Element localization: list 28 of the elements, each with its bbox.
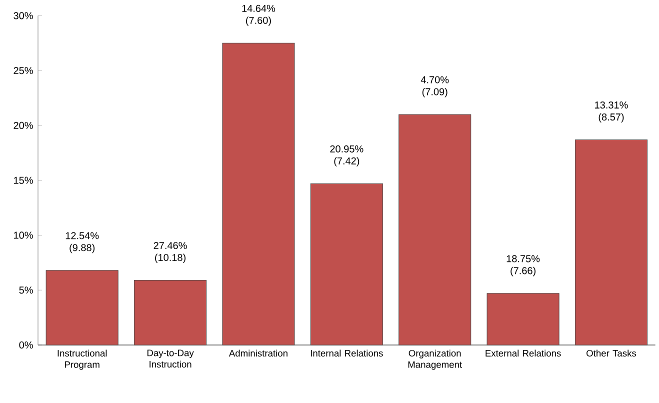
- y-tick-label: 20%: [14, 122, 33, 129]
- bar: [222, 42, 295, 346]
- x-tick-label: Internal Relations: [310, 350, 383, 357]
- annotation: 4.70% (7.09): [420, 76, 449, 98]
- bar: [310, 183, 383, 346]
- x-tick-label: Instructional Program: [58, 350, 107, 370]
- y-tick-label: 0%: [19, 341, 33, 349]
- annotation: 12.54% (9.88): [66, 232, 99, 254]
- bar: [46, 270, 118, 346]
- x-tick-label: Day-to-Day Instruction: [147, 350, 194, 368]
- annotation: 18.75% (7.66): [506, 255, 540, 276]
- annotation: 14.64% (7.60): [242, 4, 276, 26]
- y-tick-label: 15%: [14, 176, 33, 184]
- annotation: 27.46% (10.18): [154, 242, 187, 264]
- annotation: 20.95% (7.42): [330, 145, 364, 166]
- bar: [574, 139, 648, 346]
- x-tick-label: External Relations: [486, 350, 561, 357]
- bar: [134, 280, 207, 346]
- y-tick-label: 30%: [14, 12, 33, 20]
- bar: [398, 114, 472, 346]
- y-tick-label: 5%: [19, 286, 33, 294]
- bar: [486, 293, 560, 346]
- y-tick-label: 25%: [14, 67, 33, 74]
- y-tick-label: 10%: [14, 232, 33, 239]
- x-tick-label: Other Tasks: [586, 350, 636, 357]
- x-tick-label: Organization Management: [408, 350, 462, 370]
- x-tick-label: Administration: [228, 350, 288, 357]
- annotation: 13.31% (8.57): [595, 101, 628, 123]
